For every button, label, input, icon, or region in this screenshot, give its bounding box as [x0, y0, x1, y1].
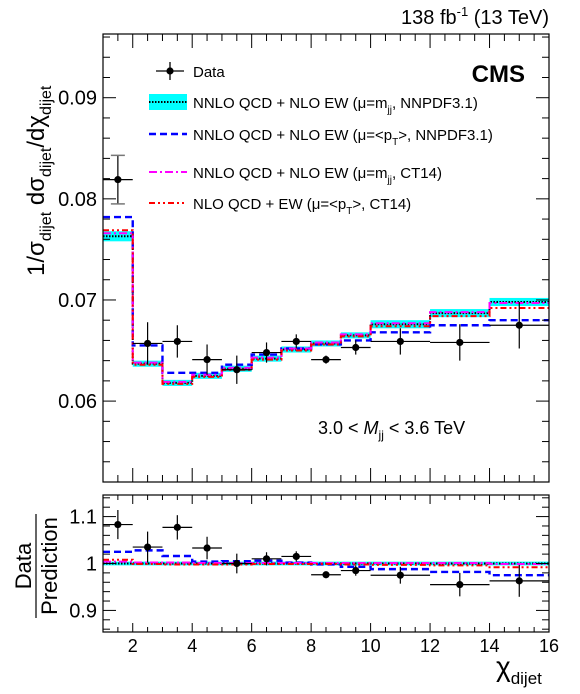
legend-entry-data: Data [156, 62, 225, 81]
data-point [352, 343, 360, 352]
legend-label-nnpdf-pt: NNLO QCD + NLO EW (μ=<pT>, NNPDF3.1) [193, 127, 493, 148]
data-point [203, 356, 211, 364]
x-axis-label: χdijet [496, 651, 542, 688]
lumi-label: 138 fb-1 (13 TeV) [401, 4, 549, 29]
legend-entry-ct14-mjj: NNLO QCD + NLO EW (μ=mjj, CT14) [149, 165, 442, 186]
data-point [322, 571, 330, 579]
legend-entry-nlo-ct14: NLO QCD + EW (μ=<pT>, CT14) [149, 196, 411, 217]
ratio-y-axis-denominator: Prediction [37, 517, 62, 615]
band-bin [370, 320, 431, 329]
ratio-y-axis-label: Data Prediction [11, 514, 62, 618]
data-point [292, 337, 300, 346]
data-point [233, 366, 241, 374]
legend: Data NNLO QCD + NLO EW (μ=mjj, NNPDF3.1)… [149, 62, 493, 217]
data-point [144, 543, 152, 551]
x-tick-label: 12 [420, 636, 440, 656]
x-tick-label: 10 [361, 636, 381, 656]
data-point [515, 577, 523, 585]
legend-label-nlo-ct14: NLO QCD + EW (μ=<pT>, CT14) [193, 196, 411, 217]
data-point [114, 520, 122, 529]
y-tick-label: 1 [86, 554, 97, 576]
data-point [515, 321, 523, 329]
y-tick-label: 0.08 [58, 189, 97, 211]
x-tick-label: 8 [306, 636, 316, 656]
data-point [456, 581, 464, 589]
data-point [262, 555, 271, 563]
ratio-panel: 0.9 1 1.1 2 4 6 8 10 12 14 16 [69, 494, 559, 656]
x-tick-label: 16 [539, 636, 559, 656]
mass-bin-label: 3.0 < Mjj < 3.6 TeV [318, 418, 465, 442]
main-panel: 0.06 0.07 0.08 0.09 [58, 33, 550, 483]
x-tick-label: 2 [128, 636, 138, 656]
data-point [322, 356, 330, 364]
band-bin [192, 372, 222, 379]
x-tick-label: 14 [480, 636, 500, 656]
data-point [173, 523, 181, 531]
legend-label-data: Data [193, 64, 225, 81]
data-point [352, 566, 360, 575]
data-point [262, 348, 271, 357]
y-tick-label: 0.07 [58, 290, 97, 312]
band-bin [103, 231, 133, 242]
data-point [173, 337, 181, 346]
band-bin [192, 561, 222, 566]
x-tick-label: 6 [247, 636, 257, 656]
data-point [114, 176, 122, 184]
data-point [144, 339, 152, 348]
data-point [396, 571, 404, 579]
top-y-axis-label: 1/σdijet dσdijet/dχdijet [23, 85, 55, 276]
legend-entry-nnpdf-pt: NNLO QCD + NLO EW (μ=<pT>, NNPDF3.1) [149, 127, 493, 148]
y-tick-label: 0.9 [69, 600, 97, 622]
data-point [203, 544, 211, 552]
data-point [456, 338, 464, 347]
legend-entry-nnpdf-mjj: NNLO QCD + NLO EW (μ=mjj, NNPDF3.1) [149, 94, 478, 116]
series-line-dotted [103, 558, 549, 569]
y-tick-label: 1.1 [69, 507, 97, 529]
legend-data-marker [166, 67, 174, 75]
data-point [396, 337, 404, 346]
series-line-dashed [103, 549, 549, 577]
data-point [233, 559, 241, 568]
y-tick-label: 0.09 [58, 88, 97, 110]
x-tick-label: 4 [187, 636, 197, 656]
y-tick-label: 0.06 [58, 391, 97, 413]
legend-label-ct14-mjj: NNLO QCD + NLO EW (μ=mjj, CT14) [193, 165, 442, 186]
ratio-y-axis-numerator: Data [11, 542, 36, 589]
experiment-label: CMS [472, 61, 525, 88]
band-bin [340, 332, 371, 339]
series-line-dashed [103, 215, 549, 374]
series-line-dotted [103, 229, 549, 385]
band-bin [103, 561, 133, 566]
band-bin [162, 379, 193, 386]
legend-label-nnpdf-mjj: NNLO QCD + NLO EW (μ=mjj, NNPDF3.1) [193, 95, 478, 116]
data-point [292, 552, 300, 561]
